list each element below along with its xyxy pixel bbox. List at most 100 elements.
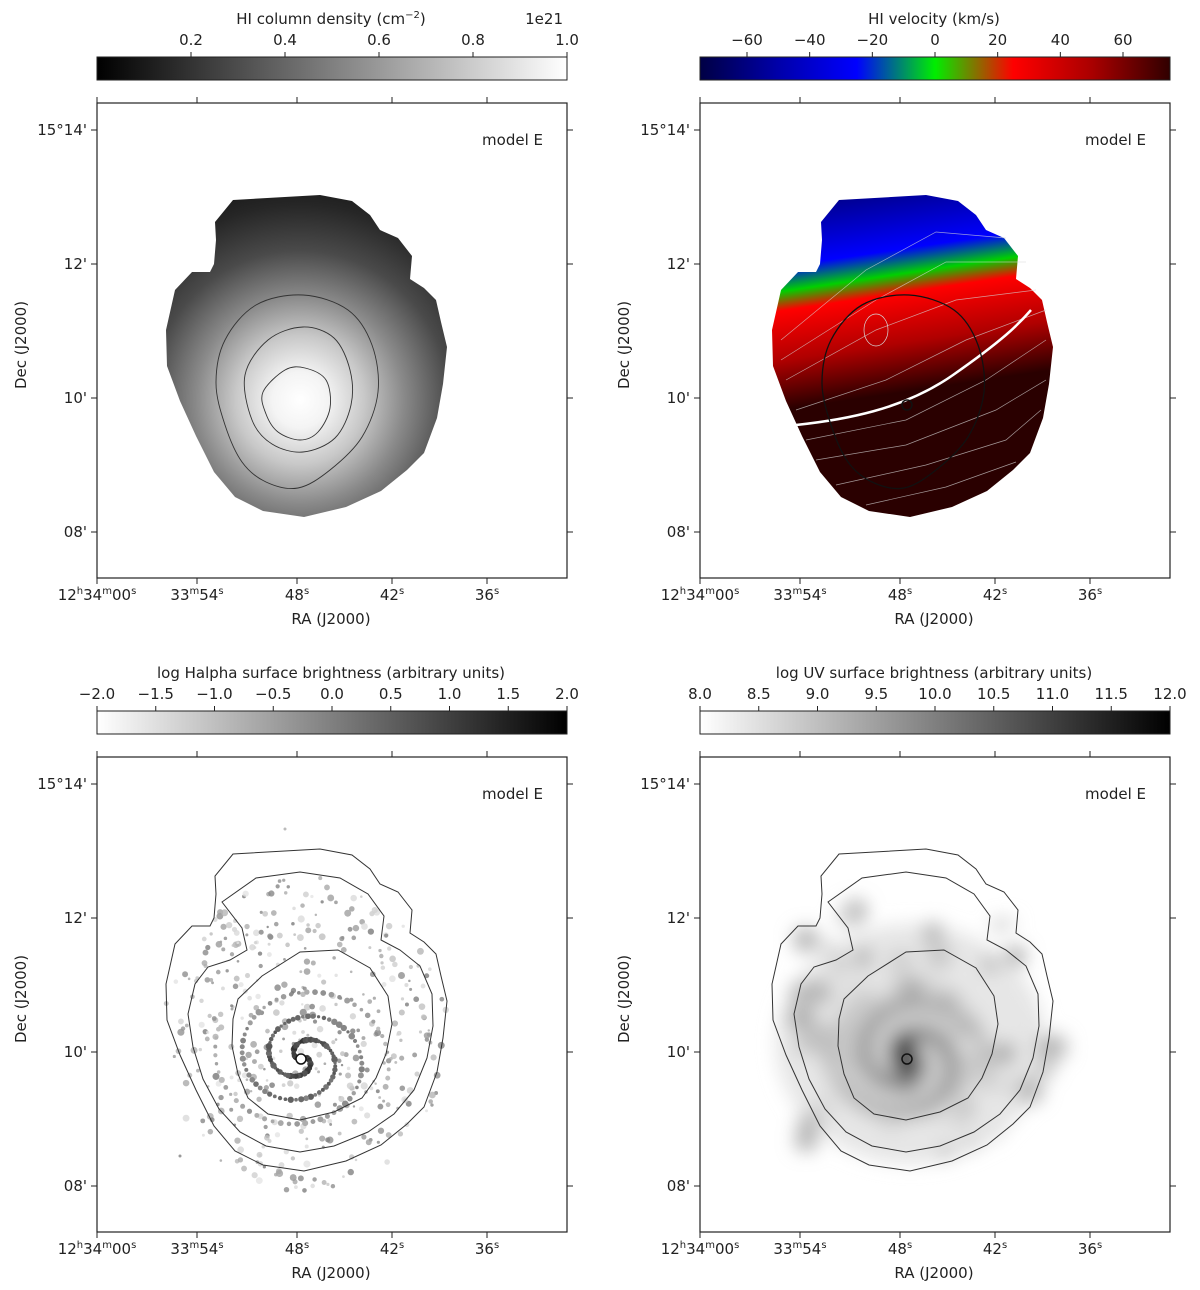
halpha-knot bbox=[199, 998, 204, 1003]
halpha-knot bbox=[336, 941, 343, 948]
halpha-knot bbox=[245, 1078, 249, 1082]
halpha-knot bbox=[386, 1058, 392, 1064]
halpha-knot bbox=[362, 993, 365, 996]
halpha-knot bbox=[314, 1101, 322, 1108]
uv-knot bbox=[836, 905, 858, 926]
halpha-knot bbox=[318, 933, 326, 941]
x-tick-label: 33m54s bbox=[773, 1240, 826, 1258]
halpha-knot bbox=[357, 1049, 362, 1054]
halpha-knot bbox=[380, 961, 384, 965]
halpha-knot bbox=[201, 960, 208, 967]
halpha-knot bbox=[270, 910, 277, 916]
colorbar-tick-label: −1.5 bbox=[138, 685, 174, 703]
halpha-knot bbox=[304, 989, 310, 995]
halpha-knot bbox=[378, 1096, 382, 1099]
halpha-knot bbox=[330, 1183, 336, 1189]
halpha-knot bbox=[236, 1115, 244, 1123]
halpha-knot bbox=[230, 1007, 234, 1011]
halpha-knot bbox=[385, 1075, 391, 1081]
uv-knot bbox=[1003, 917, 1016, 930]
halpha-knot bbox=[382, 1083, 389, 1090]
halpha-knot bbox=[377, 1103, 384, 1110]
halpha-knot bbox=[257, 951, 263, 956]
halpha-knot bbox=[401, 924, 405, 928]
uv-arm bbox=[980, 1077, 993, 1090]
uv-knot bbox=[793, 926, 819, 953]
uv-knot bbox=[996, 1076, 1015, 1094]
colorbar-gradient bbox=[699, 56, 1171, 81]
halpha-knot bbox=[246, 1072, 252, 1078]
x-tick-label: 48s bbox=[285, 586, 309, 604]
halpha-knot bbox=[327, 1118, 333, 1124]
halpha-knot bbox=[290, 1016, 296, 1022]
colorbar-tick-label: 11.5 bbox=[1095, 685, 1128, 703]
halpha-knot bbox=[347, 1168, 354, 1176]
halpha-knot bbox=[337, 1030, 342, 1035]
halpha-knot bbox=[200, 1118, 206, 1124]
halpha-knot bbox=[214, 1062, 219, 1066]
halpha-knot bbox=[307, 1093, 314, 1100]
uv-knot bbox=[991, 918, 1005, 932]
halpha-knot bbox=[328, 1048, 333, 1053]
x-tick-label: 42s bbox=[983, 1240, 1007, 1258]
uv-arm bbox=[825, 1063, 838, 1076]
x-tick-label: 48s bbox=[285, 1240, 309, 1258]
halpha-knot bbox=[382, 1061, 386, 1065]
halpha-knot bbox=[305, 927, 312, 934]
halpha-knot bbox=[381, 982, 387, 987]
halpha-knot bbox=[312, 928, 317, 934]
halpha-knot bbox=[360, 1040, 367, 1048]
halpha-knot bbox=[182, 1079, 190, 1087]
y-axis-label: Dec (J2000) bbox=[12, 301, 30, 389]
uv-knot bbox=[792, 1005, 816, 1029]
uv-knot bbox=[909, 948, 923, 962]
halpha-knot bbox=[251, 1014, 257, 1020]
colorbar-tick-label: 1.0 bbox=[438, 685, 462, 703]
halpha-knot bbox=[428, 1099, 433, 1104]
halpha-knot bbox=[204, 977, 211, 983]
halpha-knot bbox=[321, 1015, 327, 1021]
halpha-knot bbox=[198, 1021, 205, 1028]
halpha-knot bbox=[376, 1026, 381, 1031]
uv-knot bbox=[840, 975, 864, 999]
uv-knot bbox=[926, 943, 952, 969]
uv-arm bbox=[918, 1101, 931, 1114]
colorbar-tick-label: 0.6 bbox=[367, 31, 391, 49]
density-contour bbox=[231, 949, 393, 1121]
uv-knot bbox=[789, 981, 815, 1007]
halpha-knot bbox=[315, 922, 321, 929]
density-contour bbox=[793, 871, 1040, 1153]
halpha-knot bbox=[262, 1165, 266, 1169]
uv-arm bbox=[978, 1040, 991, 1053]
halpha-knot bbox=[229, 952, 235, 957]
halpha-knot bbox=[321, 979, 327, 985]
halpha-knot bbox=[275, 1169, 284, 1178]
colorbar-tick-label: 11.0 bbox=[1036, 685, 1069, 703]
halpha-knot bbox=[245, 1026, 249, 1031]
halpha-knot bbox=[279, 1024, 283, 1028]
colorbar-tick-label: 0.8 bbox=[461, 31, 485, 49]
halpha-knot bbox=[259, 910, 263, 914]
halpha-knot bbox=[387, 946, 392, 951]
halpha-knot bbox=[236, 941, 240, 945]
uv-arm bbox=[823, 1026, 836, 1039]
halpha-knot bbox=[374, 1029, 382, 1037]
halpha-knot bbox=[276, 932, 283, 939]
halpha-knot bbox=[398, 972, 405, 980]
halpha-knot bbox=[384, 1159, 390, 1165]
halpha-knot bbox=[268, 1036, 274, 1042]
halpha-knot bbox=[229, 1107, 234, 1112]
uv-arm bbox=[973, 1029, 986, 1042]
halpha-knot bbox=[380, 1034, 385, 1039]
halpha-knot bbox=[306, 923, 310, 927]
halpha-knot bbox=[367, 999, 373, 1004]
halpha-knot bbox=[283, 1149, 289, 1155]
halpha-knot bbox=[247, 1020, 253, 1026]
colorbar: 8.0 8.5 9.0 9.5 10.0 10.5 11.0 11.5 12.0 log UV s… bbox=[688, 664, 1187, 735]
halpha-knot bbox=[270, 1119, 275, 1124]
halpha-knot bbox=[268, 1040, 272, 1045]
halpha-knot bbox=[180, 1026, 186, 1031]
x-tick-label: 36s bbox=[1078, 586, 1102, 604]
colorbar-tick-label: 8.0 bbox=[688, 685, 712, 703]
halpha-knot bbox=[399, 1085, 406, 1091]
